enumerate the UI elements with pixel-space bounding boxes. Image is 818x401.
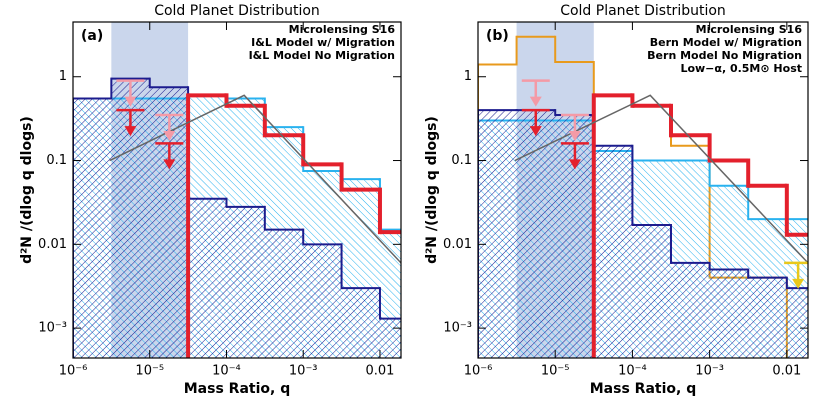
x-axis-label: Mass Ratio, q (590, 381, 696, 397)
limit-arrowhead (124, 126, 137, 137)
legend-entry: Microlensing S16 (289, 23, 396, 36)
plot-area (73, 22, 401, 358)
limit-arrowhead (529, 96, 542, 107)
hatch-fill (188, 198, 227, 358)
hatch-fill (632, 225, 671, 358)
x-tick-label: 0.01 (772, 364, 801, 379)
legend-entry: Bern Model w/ Migration (650, 36, 802, 49)
x-tick-label: 10⁻³ (695, 364, 724, 379)
x-axis-label: Mass Ratio, q (184, 381, 290, 397)
hatch-fill (516, 110, 556, 358)
y-tick-label: 1 (464, 69, 472, 84)
x-tick-label: 10⁻⁵ (135, 364, 164, 379)
plot-area (478, 22, 808, 358)
y-tick-label: 0.01 (443, 237, 472, 252)
x-tick-label: 10⁻⁵ (541, 364, 570, 379)
series (478, 109, 808, 358)
limit-arrowhead (568, 159, 581, 170)
legend-entry: I&L Model w/ Migration (251, 36, 395, 49)
hatch-fill (593, 145, 633, 358)
y-tick-label: 10⁻³ (443, 321, 472, 336)
limit-arrowhead (792, 278, 805, 289)
hatch-fill (670, 262, 710, 358)
legend-entry: Low−α, 0.5M⊙ Host (680, 62, 802, 75)
model-line (514, 94, 808, 264)
hatch-fill (709, 269, 749, 358)
panel: 10⁻⁶ 10⁻⁵ 10⁻⁴ 10⁻³ 0.01 10⁻³ 0.01 0.1 1 Cold Pla… (19, 3, 402, 397)
axes-frame (477, 21, 809, 359)
limit-arrowhead (163, 130, 176, 141)
legend-entry: Bern Model No Migration (647, 49, 802, 62)
x-tick-label: 10⁻⁶ (59, 364, 88, 379)
hatch-fill (341, 288, 380, 358)
limit-arrowhead (163, 159, 176, 170)
panel-label: (b) (486, 28, 509, 44)
x-tick-label: 0.01 (365, 364, 394, 379)
limit-arrowhead (124, 96, 137, 107)
legend-entry: Microlensing S16 (696, 23, 803, 36)
hatch-fill (478, 110, 517, 358)
legend-entry: I&L Model No Migration (249, 49, 395, 62)
series (73, 77, 401, 358)
y-tick-label: 0.01 (38, 237, 67, 252)
hatch-fill (786, 288, 808, 358)
axes-frame (72, 21, 402, 359)
hatch-fill (226, 206, 265, 358)
hatch-fill (748, 277, 787, 358)
hatch-fill (379, 318, 401, 358)
x-tick-label: 10⁻³ (289, 364, 318, 379)
panel-label: (a) (81, 28, 103, 44)
hatch-fill (264, 229, 304, 358)
hatch-fill (73, 98, 112, 358)
model-line (109, 94, 401, 264)
y-tick-label: 0.1 (451, 153, 472, 168)
chart-title: Cold Planet Distribution (560, 3, 726, 19)
x-tick-label: 10⁻⁶ (464, 364, 493, 379)
series (591, 93, 808, 358)
limit-arrowhead (568, 130, 581, 141)
chart-title: Cold Planet Distribution (154, 3, 320, 19)
y-tick-label: 10⁻³ (38, 321, 67, 336)
hatch-fill (303, 244, 342, 358)
y-tick-label: 0.1 (46, 153, 67, 168)
y-tick-label: 1 (59, 69, 67, 84)
series (186, 93, 401, 358)
y-axis-label: d²N /(dlog q dlogs) (19, 116, 35, 264)
x-tick-label: 10⁻⁴ (212, 364, 241, 379)
limit-arrowhead (529, 126, 542, 137)
y-axis-label: d²N /(dlog q dlogs) (424, 116, 440, 264)
x-tick-label: 10⁻⁴ (618, 364, 647, 379)
panel: 10⁻⁶ 10⁻⁵ 10⁻⁴ 10⁻³ 0.01 10⁻³ 0.01 0.1 1 Cold Pla… (424, 3, 809, 397)
